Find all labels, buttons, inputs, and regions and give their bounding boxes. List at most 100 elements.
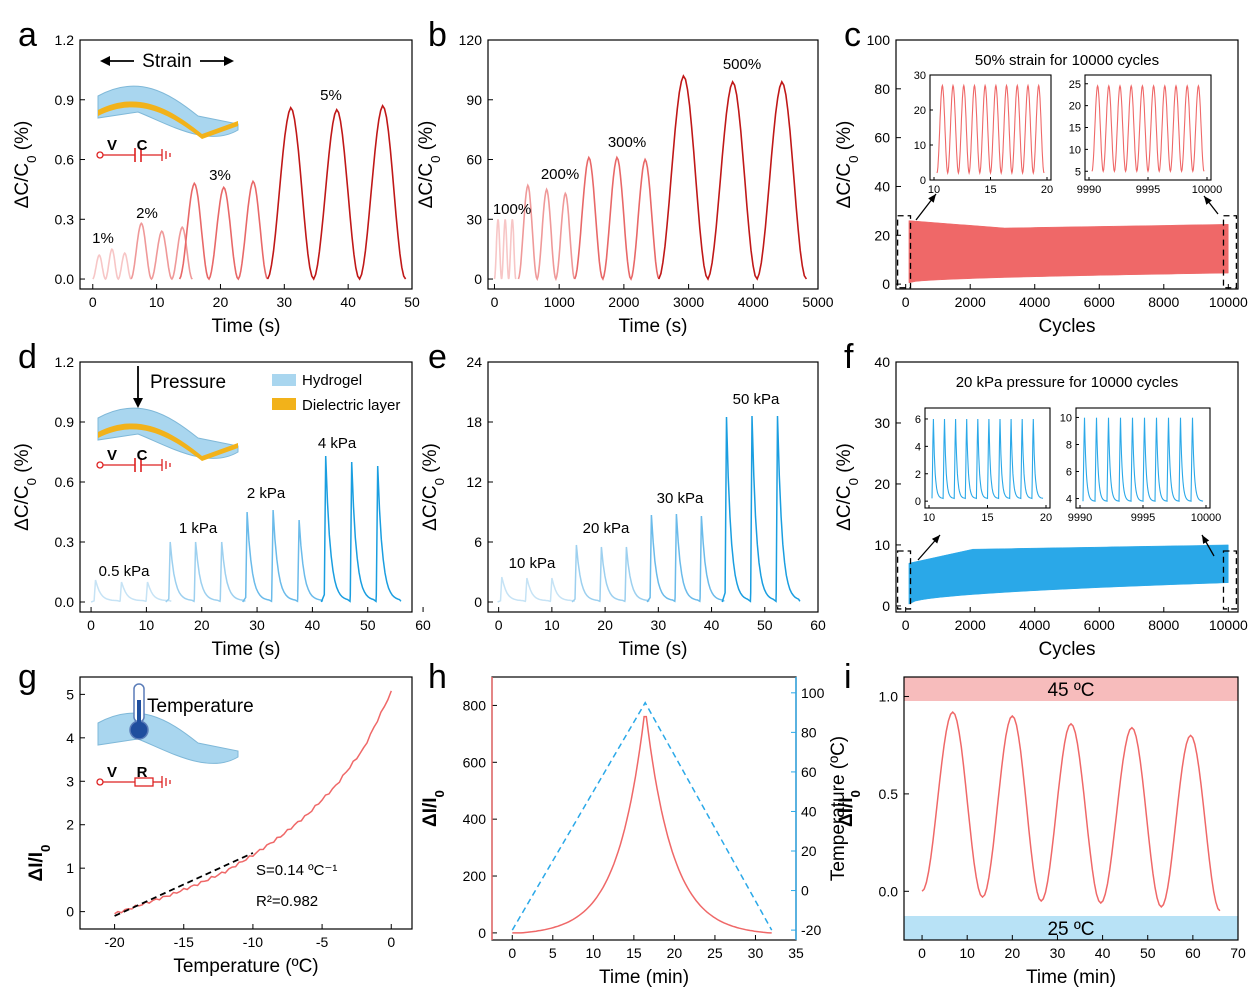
inset-line [936,83,1045,176]
x-tick-label: 40 [704,617,720,633]
series-label: 2 kPa [247,485,286,502]
inset-y-label: 20 [1069,101,1081,113]
x-tick-label: 10 [139,617,155,633]
inset-y-label: 4 [915,441,921,453]
y-tick-label: 0.9 [55,414,75,430]
panel-label-g: g [18,658,37,696]
series-label: 10 kPa [509,555,556,572]
panel-label-a: a [18,16,37,54]
x-tick-label: 50 [757,617,773,633]
inset-x-label: 9995 [1131,512,1155,524]
x-tick-label: 40 [1095,945,1111,961]
inset-y-label: 25 [1069,79,1081,91]
inset-x-label: 10000 [1191,512,1222,524]
inset-y-label: 6 [915,414,921,426]
inset-y-label: 0 [915,496,921,508]
y-tick-label: 3 [66,773,74,789]
x-tick-label: 20 [597,617,613,633]
y-tick-label: 40 [874,178,890,194]
circuit-v-label: V [107,447,117,464]
plot-frame [895,39,1239,290]
plot-frame [79,361,413,613]
x-axis-label: Time (min) [1026,967,1116,988]
series-line-3 [658,74,808,281]
plot-frame [487,39,819,290]
y-tick-label: 18 [466,414,482,430]
inset-x-label: 10 [928,184,940,196]
x-axis-label: Cycles [1038,316,1095,337]
y-tick-label: 0.0 [55,594,75,610]
inset-x-label: 20 [1041,184,1053,196]
series-label: 30 kPa [657,490,704,507]
series-line [114,690,392,915]
series-line-3 [320,455,402,603]
selection-box-start [896,215,912,289]
annotation-sensitivity: S=0.14 ºC⁻¹ [256,862,337,879]
series-line-1 [571,544,650,603]
x-tick-label: 8000 [1148,294,1179,310]
chart-title: 20 kPa pressure for 10000 cycles [956,374,1179,391]
y-tick-label: 1.2 [55,354,75,370]
pressure-label: Pressure [150,372,226,393]
series-line-0 [497,576,576,603]
series-line [921,711,1221,912]
arrow-head [928,194,936,203]
fit-line [114,852,254,917]
series-line-2 [573,155,660,281]
current-line [512,715,772,934]
plot-frame [895,361,1239,613]
x-tick-label: 0 [508,945,516,961]
x-tick-label: 10000 [1209,617,1248,633]
cycle-band [908,544,1229,605]
chart-e: 0 10 20 30 40 50 60 0 6 12 18 24 Time (s) ΔC/C0 (%) 10… [420,354,826,660]
inset-x-label: 15 [984,184,996,196]
legend-swatch-hydrogel [272,374,296,386]
thermometer-fill [137,700,141,728]
x-tick-label: 6000 [1084,294,1115,310]
x-tick-label: 30 [1050,945,1066,961]
series-line-2 [242,509,324,603]
x-tick-label: 30 [277,294,293,310]
sensor-slab [97,407,239,461]
y2-tick-label: 20 [801,843,817,859]
y-tick-label: 0.0 [879,883,899,899]
y-tick-label: 0 [474,594,482,610]
y-tick-label: 0 [478,925,486,941]
panel-label-f: f [844,338,854,376]
dielectric-layer [98,101,238,139]
y-axis-label: ΔC/C0 (%) [12,443,39,531]
y2-tick-label: 60 [801,764,817,780]
y-tick-label: 30 [466,211,482,227]
cycle-band [908,220,1229,284]
arrow-head [1204,196,1212,205]
x-tick-label: 35 [788,945,804,961]
inset-y-label: 30 [914,70,926,82]
sensor-slab [97,712,239,764]
plot-frame [903,676,1239,941]
inset-y-label: 0 [920,175,926,187]
band-45 [904,677,1238,701]
y-tick-label: 200 [463,868,487,884]
series-line-0 [493,219,517,280]
inset-line [1082,417,1204,503]
arrow-head [133,398,143,408]
legend-dielectric: Dielectric layer [302,397,400,414]
inset-line [1091,84,1205,174]
series-label: 300% [608,134,646,151]
hydrogel-layer [97,712,239,764]
inset-y-label: 10 [1060,412,1072,424]
y-tick-label: 12 [466,474,482,490]
x-axis-label: Time (s) [619,639,688,660]
chart-d: 0 10 20 30 40 50 60 0.0 0.3 0.6 0.9 1.2 Time (s) ΔC/C… [12,354,431,660]
plot-frame [79,39,413,290]
series-line-1 [517,183,576,282]
x-tick-label: -20 [104,934,124,950]
y-tick-label: 60 [466,152,482,168]
